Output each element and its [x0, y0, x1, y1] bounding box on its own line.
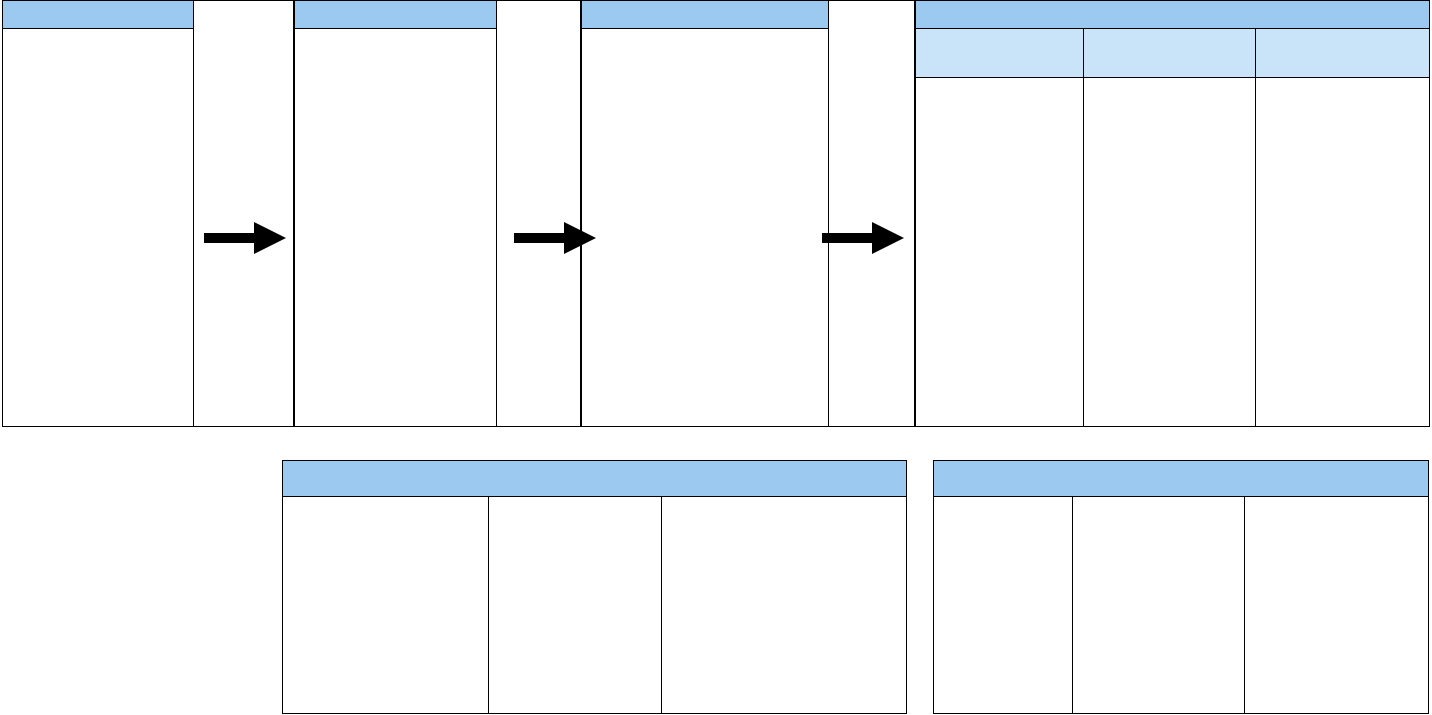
top-box-1	[2, 0, 194, 427]
arrow-3-icon	[818, 218, 906, 258]
top-box-1b	[193, 0, 294, 427]
bottom-box-6-divider-2	[1244, 497, 1245, 713]
bottom-box-5-divider-2	[661, 497, 662, 713]
top-box-4-divider-2	[1255, 29, 1256, 426]
bottom-box-5-divider-1	[488, 497, 489, 713]
top-box-3-header	[582, 1, 828, 29]
top-box-2	[294, 0, 497, 427]
top-box-3	[581, 0, 829, 427]
top-box-2b	[496, 0, 581, 427]
bottom-gap-box	[906, 460, 934, 714]
top-box-4-header	[916, 1, 1429, 29]
bottom-box-5-header	[283, 461, 906, 497]
top-box-3b	[828, 0, 915, 427]
top-box-1-header	[3, 1, 193, 29]
bottom-box-6-divider-1	[1072, 497, 1073, 713]
top-box-4-subheader	[916, 29, 1429, 78]
top-box-4-divider-1	[1083, 29, 1084, 426]
bottom-box-6-header	[934, 461, 1428, 497]
top-box-4	[915, 0, 1430, 427]
bottom-box-6	[933, 460, 1429, 714]
arrow-1-icon	[200, 218, 288, 258]
arrow-2-icon	[510, 218, 598, 258]
top-box-2-header	[295, 1, 496, 29]
bottom-box-5	[282, 460, 907, 714]
